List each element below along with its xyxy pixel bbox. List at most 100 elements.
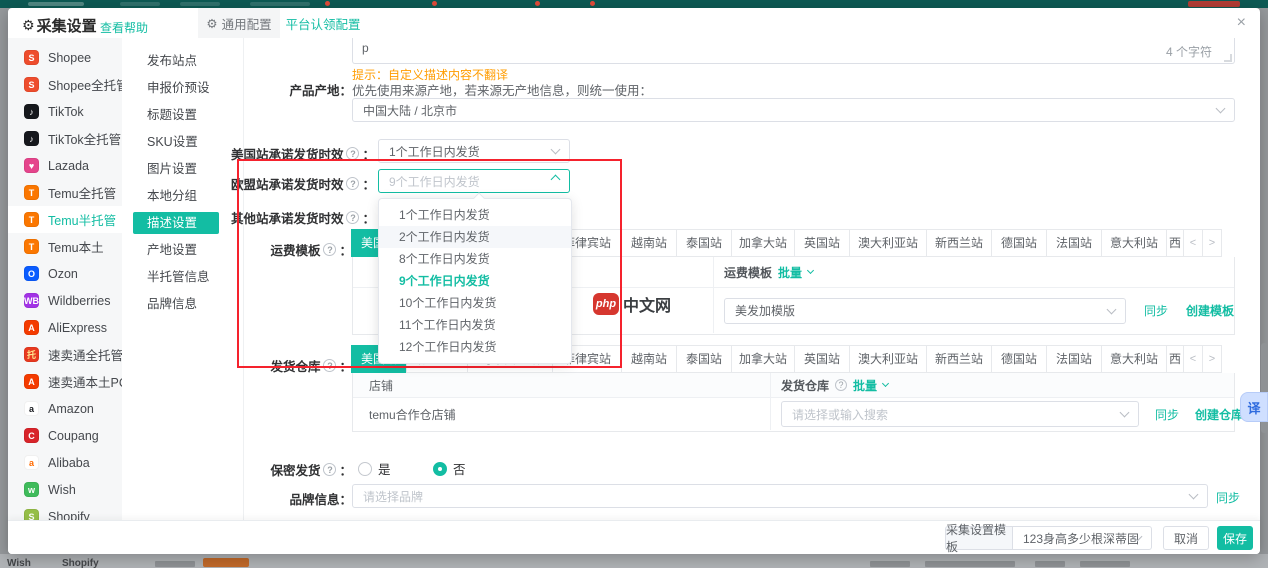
settings-menu-item[interactable]: 本地分组 (147, 189, 198, 203)
us-delivery-select[interactable]: 1个工作日内发货 (378, 139, 570, 163)
platform-icon: T (24, 185, 39, 200)
site-tab[interactable]: 泰国站 (676, 229, 732, 257)
settings-menu-item[interactable]: 描述设置 (133, 212, 219, 234)
site-tab[interactable]: 加拿大站 (731, 229, 795, 257)
radio-yes-label: 是 (378, 463, 391, 477)
dropdown-option[interactable]: 2个工作日内发货 (379, 226, 571, 248)
gear-icon: ⚙ (22, 17, 35, 33)
sidebar-platform-item[interactable]: S Shopee全托管 (8, 71, 122, 98)
settings-menu-item[interactable]: 半托管信息 (147, 270, 210, 284)
settings-menu-item[interactable]: 品牌信息 (147, 297, 198, 311)
tab-general-config[interactable]: ⚙ 通用配置 (198, 8, 280, 38)
sidebar-platform-item[interactable]: A 速卖通本土POP (8, 368, 122, 395)
site-tab[interactable]: 澳大利亚站 (849, 229, 927, 257)
tab-platform-claim-config[interactable]: 平台认领配置 (280, 8, 366, 38)
platform-label: Temu半托管 (48, 214, 117, 228)
watermark-text: 中文网 (623, 298, 672, 315)
sidebar-platform-item[interactable]: a Amazon (8, 395, 122, 422)
warehouse-batch-link[interactable]: 批量 (853, 378, 878, 393)
resize-handle-icon[interactable] (1224, 54, 1232, 62)
dropdown-option[interactable]: 12个工作日内发货 (399, 340, 497, 354)
freight-template-select[interactable]: 美发加模版 (724, 297, 1126, 324)
site-tab[interactable]: 德国站 (991, 229, 1047, 257)
site-tab[interactable]: 德国站 (991, 345, 1047, 373)
site-tab[interactable]: 英国站 (794, 345, 850, 373)
freight-sync-link[interactable]: 同步 (1144, 304, 1169, 318)
sidebar-platform-item[interactable]: S Shopee (8, 44, 122, 71)
tabs-prev-button[interactable]: < (1183, 229, 1203, 257)
warehouse-data-row: temu合作仓店铺 请选择或输入搜索 同步 创建仓库 (353, 398, 1243, 430)
site-tab[interactable]: 加拿大站 (731, 345, 795, 373)
sidebar-platform-item[interactable]: T Temu本土 (8, 233, 122, 260)
dropdown-option[interactable]: 9个工作日内发货 (399, 274, 490, 288)
site-tab[interactable]: 西 (1166, 345, 1184, 373)
sidebar-platform-item[interactable]: ♥ Lazada (8, 152, 122, 179)
sidebar-platform-item[interactable]: WB Wildberries (8, 287, 122, 314)
site-tab[interactable]: 澳大利亚站 (849, 345, 927, 373)
brand-select[interactable]: 请选择品牌 (352, 484, 1208, 508)
dropdown-option[interactable]: 11个工作日内发货 (399, 318, 496, 332)
translate-button[interactable]: 译 (1240, 392, 1268, 422)
background-pagination (1080, 561, 1130, 567)
sidebar-platform-item[interactable]: A AliExpress (8, 314, 122, 341)
freight-table-header-row: 运费模板 批量 (353, 257, 1234, 288)
site-tab[interactable]: 西 (1166, 229, 1184, 257)
settings-menu-item[interactable]: 产地设置 (147, 243, 198, 257)
sidebar-platform-item[interactable]: S Shopify (8, 503, 122, 520)
sidebar-platform-item[interactable]: T Temu全托管 (8, 179, 122, 206)
radio-yes[interactable] (358, 461, 372, 476)
site-tab[interactable]: 法国站 (1046, 345, 1102, 373)
site-tab[interactable]: 意大利站 (1101, 229, 1167, 257)
site-tab[interactable]: 泰国站 (676, 345, 732, 373)
site-tab[interactable]: 英国站 (794, 229, 850, 257)
save-button[interactable]: 保存 (1217, 526, 1253, 550)
sidebar-platform-item[interactable]: a Alibaba (8, 449, 122, 476)
brand-sync-link[interactable]: 同步 (1216, 491, 1241, 505)
scrollbar[interactable] (1261, 343, 1268, 433)
dropdown-option[interactable]: 8个工作日内发货 (399, 252, 490, 266)
warehouse-create-link[interactable]: 创建仓库 (1195, 407, 1244, 422)
site-tab[interactable]: 新西兰站 (926, 229, 992, 257)
origin-select[interactable]: 中国大陆 / 北京市 (352, 98, 1235, 122)
dropdown-option[interactable]: 10个工作日内发货 (399, 296, 497, 310)
us-delivery-value: 1个工作日内发货 (389, 144, 480, 159)
sidebar-platform-item[interactable]: 托 速卖通全托管 (8, 341, 122, 368)
settings-menu-item[interactable]: 发布站点 (147, 54, 198, 68)
site-tab[interactable]: 越南站 (621, 229, 677, 257)
sidebar-platform-item[interactable]: C Coupang (8, 422, 122, 449)
settings-menu-item[interactable]: 图片设置 (147, 162, 198, 176)
settings-template-value: 123身高多少根深蒂固 (1023, 531, 1140, 546)
description-textarea[interactable]: p 4 个字符 (352, 38, 1235, 64)
colon: ： (362, 212, 375, 226)
view-help-link[interactable]: 查看帮助 (100, 21, 149, 35)
cancel-button[interactable]: 取消 (1163, 526, 1209, 550)
close-icon[interactable]: × (1236, 14, 1246, 31)
radio-no[interactable] (432, 461, 447, 476)
eu-delivery-select[interactable]: 9个工作日内发货 (378, 169, 570, 193)
settings-menu-item[interactable]: 标题设置 (147, 108, 198, 122)
tabs-next-button[interactable]: > (1202, 229, 1222, 257)
dropdown-option[interactable]: 1个工作日内发货 (399, 208, 490, 222)
settings-menu-item[interactable]: SKU设置 (147, 135, 198, 149)
sidebar-platform-item[interactable]: O Ozon (8, 260, 122, 287)
background-pagination (1035, 561, 1065, 567)
tabs-next-button[interactable]: > (1202, 345, 1222, 373)
warehouse-sync-link[interactable]: 同步 (1155, 407, 1180, 422)
sidebar-platform-item[interactable]: ♪ TikTok (8, 98, 122, 125)
site-tab[interactable]: 新西兰站 (926, 345, 992, 373)
site-tab[interactable]: 意大利站 (1101, 345, 1167, 373)
sidebar-platform-item[interactable]: ♪ TikTok全托管 (8, 125, 122, 152)
platform-label: TikTok (48, 104, 84, 119)
settings-template-select[interactable]: 123身高多少根深蒂固 (1012, 526, 1152, 550)
tabs-prev-button[interactable]: < (1183, 345, 1203, 373)
freight-batch-link[interactable]: 批量 (778, 265, 803, 280)
site-tab[interactable]: 法国站 (1046, 229, 1102, 257)
sidebar-platform-item[interactable]: w Wish (8, 476, 122, 503)
site-tab[interactable]: 越南站 (621, 345, 677, 373)
warehouse-select[interactable]: 请选择或输入搜索 (781, 401, 1139, 427)
settings-menu-item[interactable]: 申报价预设 (147, 81, 210, 95)
warehouse-label-text: 发货仓库 (270, 360, 321, 374)
sidebar-platform-item[interactable]: T Temu半托管 (8, 206, 122, 233)
platform-icon: 托 (24, 347, 39, 362)
freight-create-template-link[interactable]: 创建模板 (1186, 304, 1235, 318)
